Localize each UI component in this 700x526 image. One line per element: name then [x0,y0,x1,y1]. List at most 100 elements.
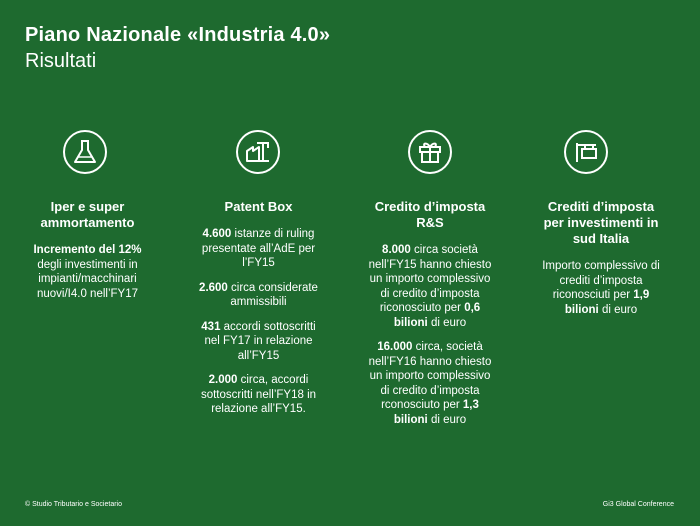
stat-line: bilioni di euro [355,316,505,331]
stat-line: riconosciuto per 0,6 [355,301,505,316]
stat-text: degli investimenti in [37,258,138,271]
stat-line: un importo complessivo [355,369,505,384]
column-iper-super-ammortamento: Iper e super ammortamento Incremento del 1… [20,199,155,311]
column-title: Credito d’imposta R&S [355,199,505,231]
column-crediti-sud-italia: Crediti d’imposta per investimenti in sud … [521,199,681,327]
stat-highlight: bilioni [393,316,428,329]
stat-highlight: 8.000 [382,244,411,256]
stat-block: 431 accordi sottoscritti nel FY17 in rela… [186,320,331,364]
stat-line: nel FY17 in relazione [186,334,331,349]
stat-text: di credito d’imposta [380,384,480,397]
stat-text: rconosciuto per [381,399,463,411]
stat-text: circa, accordi [237,374,309,386]
stat-highlight: bilioni [393,413,428,426]
stat-text: impianti/macchinari [38,273,137,285]
stat-text: Importo complessivo di [542,260,660,272]
stat-line: degli investimenti in [20,258,155,273]
stat-line: nell’FY16 hanno chiesto [355,355,505,370]
stat-block: Importo complessivo di crediti d’imposta r… [521,259,681,317]
stat-text: accordi sottoscritti [220,320,316,333]
stat-line: riconosciuti per 1,9 [521,288,681,303]
column-credito-imposta-rs: Credito d’imposta R&S 8.000 circa società n… [355,199,505,437]
stat-line: 431 accordi sottoscritti [186,320,331,335]
stat-text: un importo complessivo [369,370,491,382]
stat-text: ammissibili [230,296,287,308]
stat-text: di credito d’imposta [380,287,480,300]
stat-line: di credito d’imposta [355,287,505,302]
column-title-line: per investimenti in [543,215,659,230]
stat-line: rconosciuto per 1,3 [355,398,505,413]
stat-line: un importo complessivo [355,272,505,287]
stat-text: circa, società [412,341,483,353]
stat-line: Importo complessivo di [521,259,681,274]
stat-block: 4.600 istanze di ruling presentate all’Ad… [186,227,331,271]
stat-text: nell’FY16 hanno chiesto [368,355,492,368]
stat-line: ammissibili [186,295,331,310]
stat-text: un importo complessivo [369,273,491,285]
gift-icon [407,129,453,175]
stat-highlight: 431 [201,320,221,333]
stat-line: l’FY15 [186,256,331,271]
slide-subtitle: Risultati [25,50,97,72]
stat-text: circa società [410,244,478,256]
shop-sign-icon [563,129,609,175]
stat-highlight: bilioni [564,303,599,316]
stat-block: Incremento del 12% degli investimenti in i… [20,243,155,301]
footer-event: Gi3 Global Conference [602,501,674,508]
flask-icon [62,129,108,175]
stat-highlight: Incremento del 12% [33,244,142,256]
stat-line: bilioni di euro [355,413,505,428]
stat-line: 4.600 istanze di ruling [186,227,331,242]
stat-text: istanze di ruling [231,228,315,240]
slide-title: Piano Nazionale «Industria 4.0» [25,24,331,46]
column-title-line: Credito d’imposta [374,199,486,214]
column-title-line: Crediti d’imposta [547,199,655,214]
stat-text: nuovi/I4.0 nell’FY17 [36,287,138,300]
stat-text: presentate all’AdE per [201,242,316,255]
stat-highlight: 4.600 [202,228,232,240]
stat-line: crediti d’imposta [521,274,681,289]
stat-highlight: 2.600 [199,281,228,294]
stat-line: 2.600 circa considerate [186,281,331,296]
stat-highlight: 0,6 [464,302,481,314]
footer-copyright: © Studio Tributario e Societario [25,501,122,508]
factory-crane-icon [235,129,281,175]
column-title-line: Patent Box [224,199,293,214]
stat-highlight: 16.000 [377,341,413,353]
stat-text: di euro [598,303,638,316]
stat-line: relazione all’FY15. [186,402,331,417]
stat-text: di euro [427,316,467,329]
stat-highlight: 1,3 [462,399,479,411]
stat-highlight: 1,9 [633,289,650,301]
column-title: Crediti d’imposta per investimenti in sud … [521,199,681,247]
stat-text: sottoscritti nell’FY18 in [200,388,317,401]
stat-line: 16.000 circa, società [355,340,505,355]
stat-line: 8.000 circa società [355,243,505,258]
stat-block: 2.600 circa considerate ammissibili [186,281,331,310]
stat-text: relazione all’FY15. [211,403,306,415]
stat-line: di credito d’imposta [355,384,505,399]
stat-text: crediti d’imposta [559,274,643,287]
stat-line: sottoscritti nell’FY18 in [186,388,331,403]
stat-text: all’FY15 [237,349,280,362]
column-title-line: R&S [416,215,444,230]
stat-text: circa considerate [227,281,318,294]
column-title-line: sud Italia [572,231,630,246]
stat-line: Incremento del 12% [20,243,155,258]
stat-line: nell’FY15 hanno chiesto [355,258,505,273]
stat-highlight: 2.000 [208,374,238,386]
stat-text: nel FY17 in relazione [204,335,313,347]
column-title: Iper e super ammortamento [20,199,155,231]
stat-text: di euro [427,413,467,426]
column-title-line: Iper e super [50,199,125,214]
column-patent-box: Patent Box 4.600 istanze di ruling present… [186,199,331,427]
stat-line: bilioni di euro [521,303,681,318]
stat-line: nuovi/I4.0 nell’FY17 [20,287,155,302]
stat-line: presentate all’AdE per [186,242,331,257]
stat-text: riconosciuti per [552,289,634,301]
stat-block: 16.000 circa, società nell’FY16 hanno chi… [355,340,505,427]
stat-block: 8.000 circa società nell’FY15 hanno chies… [355,243,505,330]
stat-text: nell’FY15 hanno chiesto [368,258,492,271]
stat-text: l’FY15 [242,257,275,269]
